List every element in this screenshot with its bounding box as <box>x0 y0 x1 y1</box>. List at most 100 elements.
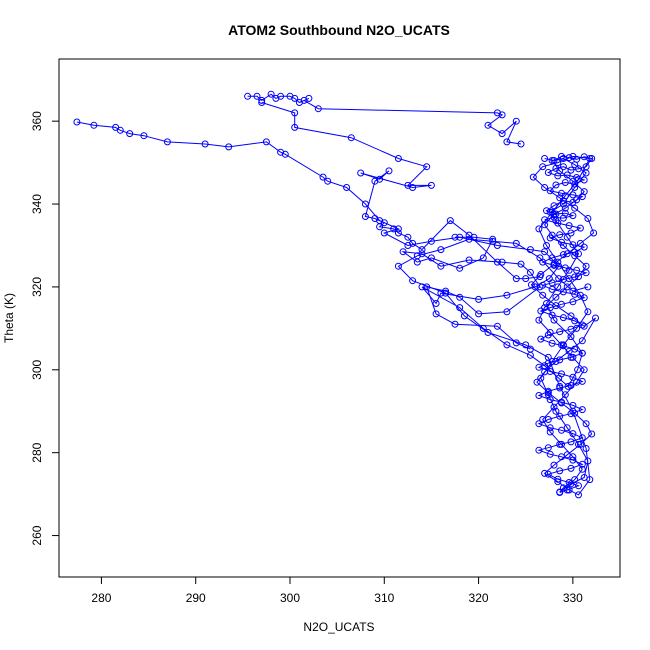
y-tick-label: 320 <box>30 277 44 297</box>
data-point <box>493 258 501 266</box>
data-point <box>580 366 588 374</box>
data-point <box>571 184 579 191</box>
data-point <box>554 219 562 227</box>
data-point <box>575 250 582 258</box>
data-point <box>404 233 412 241</box>
x-tick-label: 280 <box>91 591 111 605</box>
data-point <box>561 264 569 272</box>
data-point <box>559 276 567 283</box>
data-point <box>563 486 571 494</box>
data-point <box>475 310 483 318</box>
data-point <box>512 275 520 283</box>
data-point <box>578 465 586 473</box>
data-point <box>558 370 565 378</box>
data-point <box>580 322 588 330</box>
data-point <box>578 321 586 329</box>
data-point <box>291 123 299 131</box>
data-point <box>561 204 569 212</box>
data-point <box>277 92 285 100</box>
data-point <box>552 293 560 301</box>
data-point <box>470 233 478 241</box>
data-point <box>544 444 552 452</box>
data-point <box>554 283 562 291</box>
data-point <box>544 169 552 176</box>
data-point <box>442 287 450 295</box>
data-point <box>503 291 511 299</box>
y-tick-label: 260 <box>30 525 44 545</box>
data-point <box>580 294 588 302</box>
data-point <box>544 470 552 478</box>
data-point <box>563 171 571 179</box>
data-point <box>559 214 567 222</box>
data-point <box>539 163 547 171</box>
data-point <box>571 248 579 256</box>
data-point <box>380 229 388 237</box>
data-point <box>409 184 417 191</box>
data-point <box>588 155 596 162</box>
data-point <box>535 420 543 428</box>
data-point <box>558 152 565 160</box>
data-point <box>498 111 506 119</box>
x-axis-label: N2O_UCATS <box>303 620 374 634</box>
data-point <box>578 337 586 345</box>
data-point <box>550 461 558 469</box>
data-point <box>537 307 545 315</box>
y-axis: 260 280 300 320 340 360 <box>30 111 59 546</box>
data-point <box>281 150 289 158</box>
data-point <box>556 384 564 392</box>
data-point <box>544 331 552 339</box>
data-point <box>517 260 525 268</box>
data-point <box>575 482 582 490</box>
data-point <box>539 281 547 289</box>
series-line <box>247 93 522 145</box>
data-point <box>140 132 148 140</box>
data-point <box>512 117 520 125</box>
data-point <box>584 457 592 465</box>
data-point <box>446 217 454 225</box>
data-point <box>544 416 552 423</box>
data-point <box>559 251 567 259</box>
data-point <box>258 96 266 104</box>
data-point <box>413 258 421 266</box>
data-point <box>548 311 556 319</box>
data-point <box>394 229 402 237</box>
data-point <box>541 469 549 477</box>
y-tick-label: 280 <box>30 442 44 462</box>
data-point <box>535 316 543 324</box>
data-point <box>460 312 468 320</box>
data-point <box>573 174 581 181</box>
data-point <box>546 304 554 312</box>
data-point <box>546 424 554 432</box>
data-point <box>576 224 584 232</box>
data-point <box>582 163 590 171</box>
data-point <box>437 289 445 297</box>
data-point <box>484 121 492 129</box>
data-point <box>558 398 565 406</box>
data-point <box>314 105 322 113</box>
series-line <box>537 155 593 493</box>
data-point <box>559 314 567 322</box>
data-point <box>592 314 599 322</box>
data-point <box>225 143 233 151</box>
data-point <box>546 428 554 436</box>
data-point <box>544 359 552 367</box>
chart-title: ATOM2 Southbound N2O_UCATS <box>228 22 450 38</box>
data-point <box>567 325 575 333</box>
data-point <box>558 238 565 246</box>
data-point <box>543 207 550 215</box>
data-point <box>576 440 584 448</box>
data-point <box>580 176 588 184</box>
x-tick-label: 320 <box>469 591 489 605</box>
data-point <box>539 258 547 266</box>
data-point <box>569 241 577 249</box>
data-point <box>582 420 590 428</box>
data-point <box>529 173 537 181</box>
data-point <box>590 229 598 237</box>
data-point <box>575 165 582 173</box>
data-point <box>563 250 571 258</box>
data-point <box>578 377 586 385</box>
data-point <box>527 281 535 289</box>
data-point <box>456 293 464 301</box>
data-point <box>536 273 544 281</box>
data-point <box>437 246 445 254</box>
